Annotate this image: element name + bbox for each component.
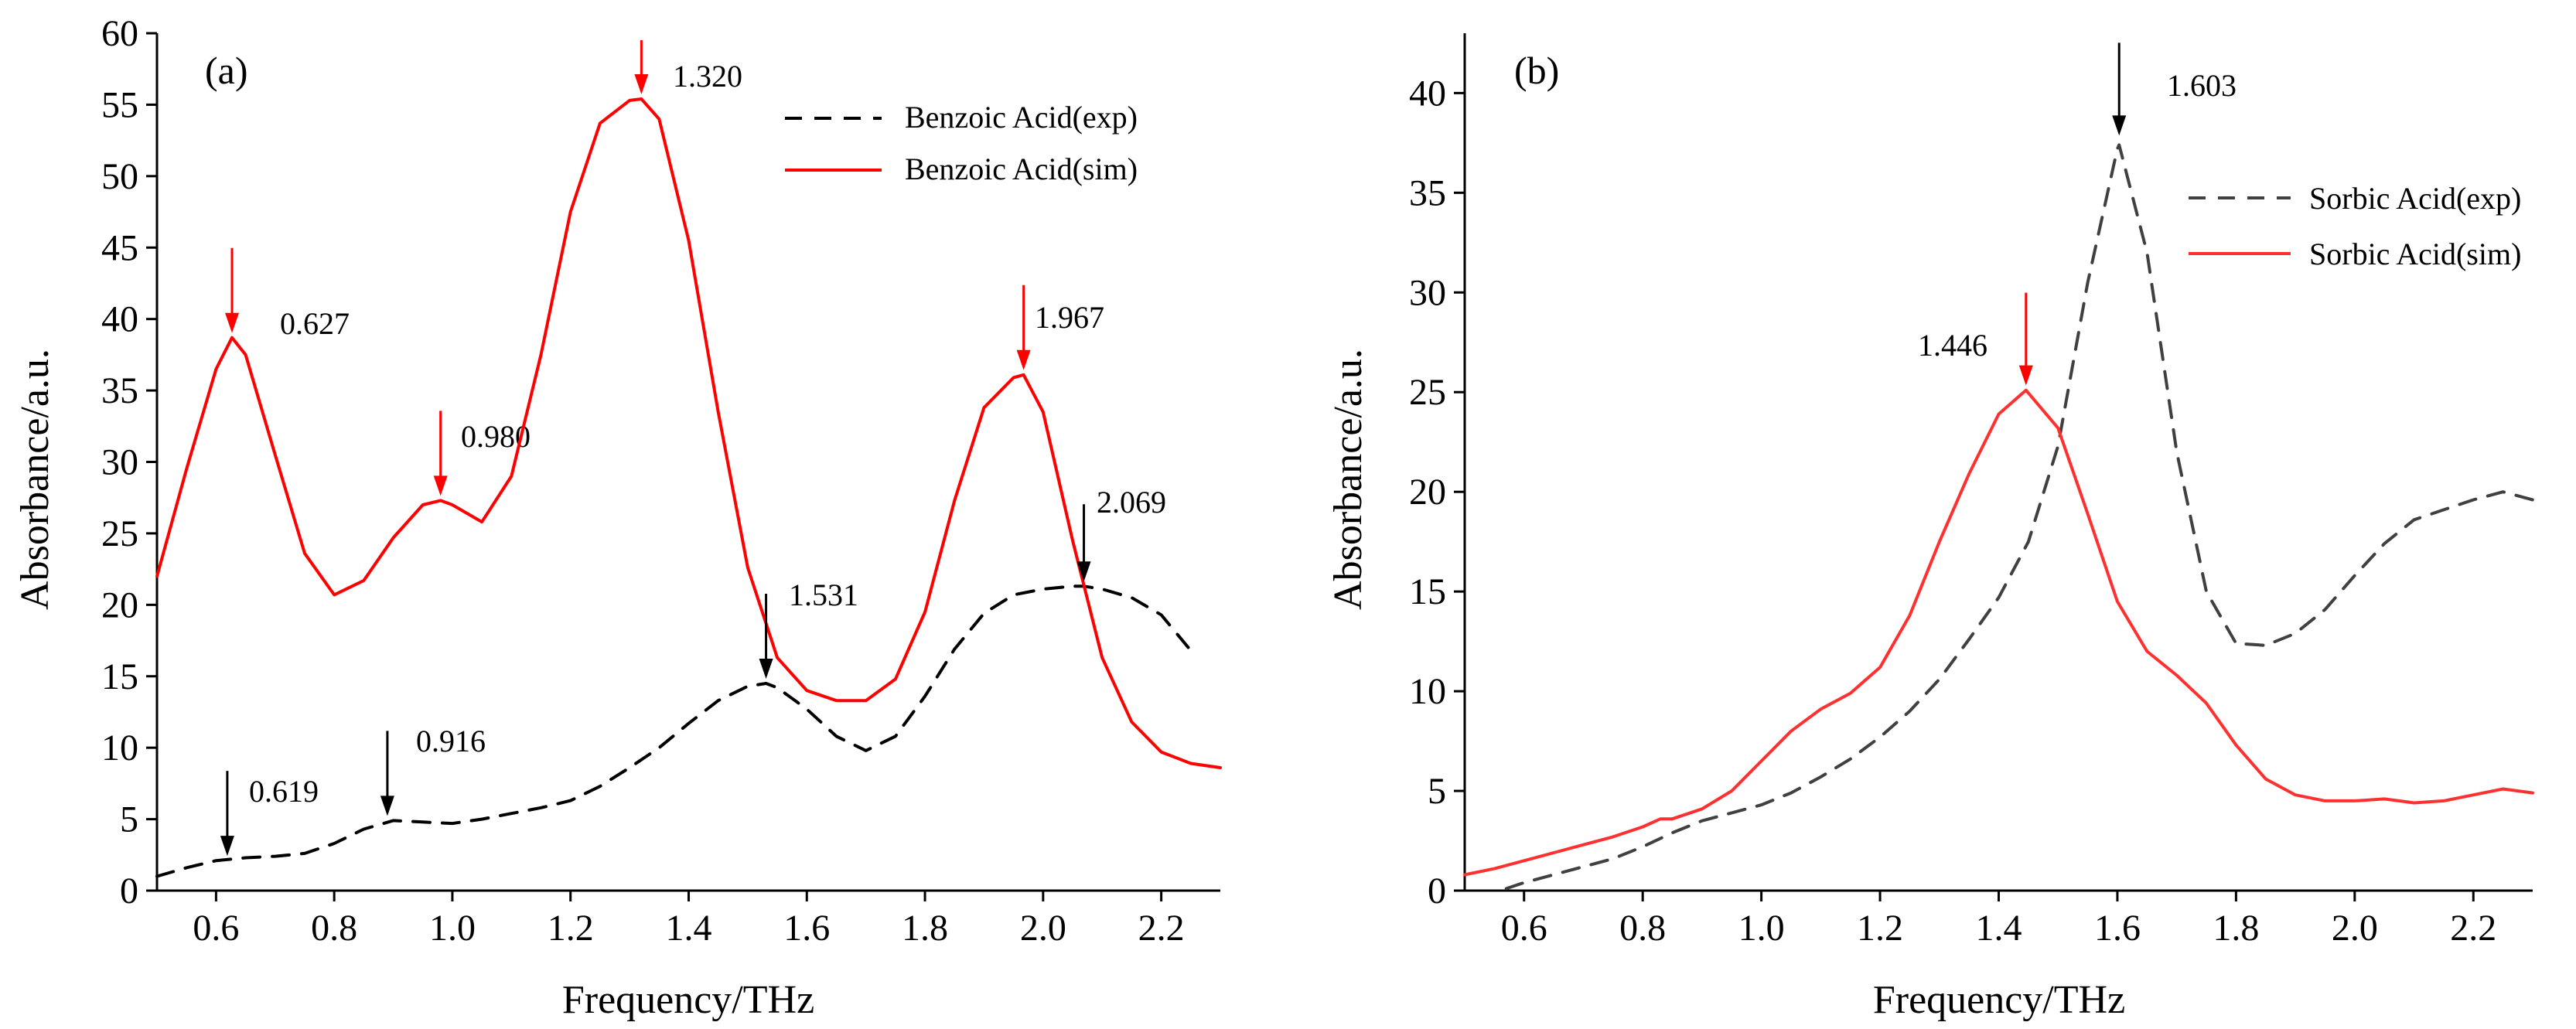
panel-b-x-tick-label: 0.8	[1619, 908, 1666, 949]
panel-b-x-axis-label: Frequency/THz	[1873, 978, 2125, 1022]
panel-b-series-exp-line	[1504, 143, 2534, 891]
panel-b-y-tick-label: 40	[1409, 73, 1446, 114]
panel-a-y-tick-label: 55	[101, 84, 138, 125]
panel-a-y-tick-label: 60	[101, 13, 138, 54]
panel-a-y-tick-label: 10	[101, 727, 138, 768]
panel-a-peak-arrow-head	[380, 796, 394, 816]
panel-b-y-tick-label: 10	[1409, 671, 1446, 712]
panel-b-y-tick-label: 5	[1428, 771, 1446, 812]
panel-a-x-tick-label: 1.6	[783, 908, 830, 949]
panel-a-peak-label-0-627: 0.627	[280, 306, 350, 341]
panel-b-y-tick-label: 35	[1409, 172, 1446, 213]
panel-b-y-tick-label: 15	[1409, 571, 1446, 612]
panel-b-peak-arrow-head	[2018, 365, 2033, 386]
panel-b-x-tick-label: 1.0	[1738, 908, 1785, 949]
panel-a-peak-arrow-head	[759, 658, 773, 679]
panel-b-y-axis-label: Absorbance/a.u.	[1326, 349, 1370, 610]
panel-a-y-tick-label: 50	[101, 156, 138, 197]
panel-a-peak-arrow-head	[433, 475, 448, 496]
panel-b-legend-label-exp: Sorbic Acid(exp)	[2309, 181, 2521, 216]
panel-a-x-tick-label: 2.2	[1138, 908, 1185, 949]
panel-a-peak-label-2-069: 2.069	[1097, 485, 1166, 520]
panel-b-series-sim-line	[1463, 388, 2534, 877]
panel-b-x-tick-label: 1.2	[1857, 908, 1903, 949]
panel-a-x-tick-label: 1.8	[902, 908, 948, 949]
panel-a-y-tick-label: 25	[101, 513, 138, 554]
panel-a-x-tick-label: 0.6	[193, 908, 239, 949]
panel-a-label: (a)	[205, 49, 248, 92]
panel-a-peak-arrow-head	[1016, 349, 1031, 370]
panel-a-peak-label-0-619: 0.619	[249, 774, 319, 809]
panel-b-y-tick-label: 30	[1409, 272, 1446, 313]
panel-b-x-tick-label: 1.4	[1976, 908, 2022, 949]
panel-b-x-tick-label: 1.6	[2094, 908, 2141, 949]
panel-a-series-sim-line	[155, 97, 1222, 769]
panel-a-x-tick-label: 2.0	[1020, 908, 1066, 949]
panel-a-y-tick-label: 30	[101, 442, 138, 483]
panel-b-y-tick-label: 25	[1409, 372, 1446, 413]
panel-b-x-tick-label: 2.2	[2450, 908, 2496, 949]
panel-b-peak-label-1-446: 1.446	[1918, 328, 1987, 363]
panel-a-peak-label-0-916: 0.916	[416, 724, 486, 758]
panel-a-x-tick-label: 0.8	[311, 908, 357, 949]
panel-b-x-tick-label: 0.6	[1501, 908, 1547, 949]
panel-a: (a) Frequency/THz Absorbance/a.u. Benzoi…	[13, 13, 1222, 1022]
panel-b: (b) Frequency/THz Absorbance/a.u. Sorbic…	[1326, 33, 2534, 1022]
panel-a-peak-arrow-head	[1076, 561, 1091, 582]
panel-a-peak-arrow-head	[225, 312, 240, 333]
panel-a-x-tick-label: 1.2	[548, 908, 594, 949]
panel-a-y-tick-label: 5	[120, 799, 138, 840]
panel-a-peak-label-1-531: 1.531	[789, 578, 858, 612]
panel-a-y-tick-label: 20	[101, 584, 138, 625]
panel-b-y-tick-label: 20	[1409, 472, 1446, 513]
panel-a-y-tick-label: 15	[101, 656, 138, 697]
panel-a-legend-label-exp: Benzoic Acid(exp)	[905, 100, 1138, 135]
panel-a-peak-label-1-320: 1.320	[673, 59, 742, 94]
panel-a-y-tick-label: 0	[120, 871, 138, 911]
panel-a-y-tick-label: 40	[101, 299, 138, 340]
panel-a-series-exp-line	[155, 584, 1192, 878]
panel-a-peak-arrow-head	[220, 836, 234, 857]
panel-b-label: (b)	[1514, 49, 1559, 92]
panel-b-legend-label-sim: Sorbic Acid(sim)	[2309, 237, 2521, 271]
panel-a-legend-label-sim: Benzoic Acid(sim)	[905, 152, 1138, 186]
panel-b-y-tick-label: 0	[1428, 871, 1446, 911]
panel-a-x-axis-label: Frequency/THz	[562, 978, 814, 1022]
panel-a-y-tick-label: 35	[101, 370, 138, 411]
panel-b-peak-arrow-head	[2112, 115, 2127, 136]
panel-a-x-tick-label: 1.0	[429, 908, 476, 949]
panel-b-x-tick-label: 1.8	[2213, 908, 2259, 949]
panel-b-peak-label-1-603: 1.603	[2167, 68, 2237, 103]
panel-a-peak-arrow-head	[634, 74, 649, 95]
panel-a-y-tick-label: 45	[101, 227, 138, 268]
panel-a-x-tick-label: 1.4	[666, 908, 712, 949]
panel-a-peak-label-1-967: 1.967	[1035, 300, 1104, 335]
panel-a-y-axis-label: Absorbance/a.u.	[13, 349, 57, 610]
panel-b-x-tick-label: 2.0	[2332, 908, 2378, 949]
